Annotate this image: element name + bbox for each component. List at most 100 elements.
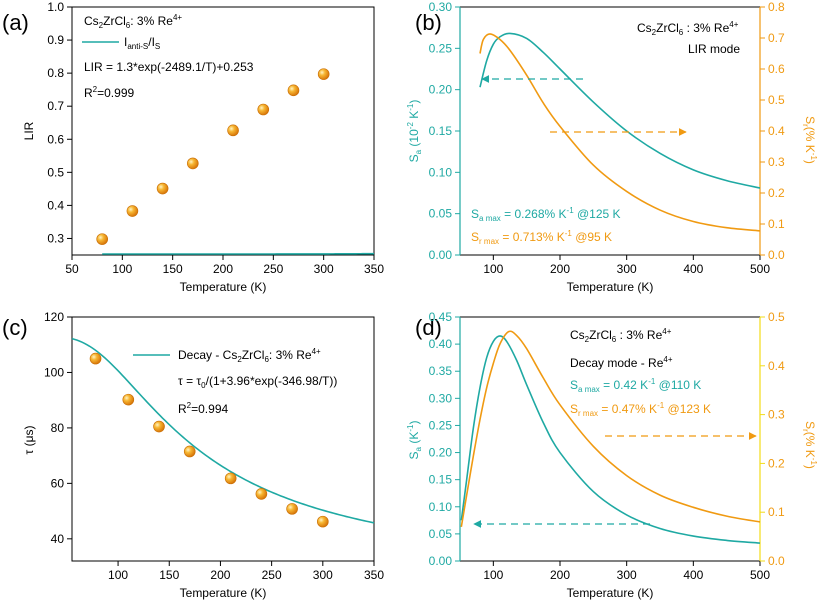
- panel-a-frame: [71, 6, 375, 256]
- panel-b-right-ytick-label-8: 0.8: [768, 0, 785, 14]
- panel-a-label: (a): [2, 10, 29, 35]
- panel-b-sa-max: Sa max = 0.268% K-1 @125 K: [471, 206, 621, 223]
- panel-c-frame: [71, 316, 375, 562]
- panel-a-point-1: [126, 205, 139, 217]
- panel-d-xtick-label-1: 200: [550, 568, 570, 582]
- panel-b-left-ytick-label-6: 0.30: [429, 0, 453, 14]
- panel-c-x-ticks: 100 150 200 250 300 350: [108, 561, 384, 582]
- panel-b-sa-line: [479, 32, 761, 189]
- panel-a-ytick-label-4: 0.7: [47, 99, 64, 113]
- panel-b-right-ytick-label-5: 0.5: [768, 93, 785, 107]
- panel-b-left-ylabel: Sa (10-2 K-1): [406, 100, 423, 163]
- panel-a-xtick-label-4: 250: [263, 262, 283, 276]
- panel-b-xlabel: Temperature (K): [567, 280, 654, 294]
- panel-d-xlabel: Temperature (K): [567, 586, 654, 600]
- panel-a: (a) 50 100 150 200 250 300 350 0.3 0.4 0.5 0.6 0.7…: [2, 0, 384, 294]
- panel-b-left-ytick-label-3: 0.15: [429, 124, 453, 138]
- panel-a-sample-label: Cs2ZrCl6: 3% Re4+: [84, 13, 182, 30]
- panel-b-right-ytick-label-4: 0.4: [768, 124, 785, 138]
- panel-d-right-ticks: 0.0 0.1 0.2 0.3 0.4 0.5: [760, 310, 785, 568]
- panel-d-right-ytick-label-3: 0.3: [768, 408, 785, 422]
- panel-a-ytick-label-2: 0.5: [47, 165, 64, 179]
- panel-a-xtick-label-1: 100: [112, 262, 132, 276]
- panel-d-left-ytick-label-0: 0.00: [429, 554, 453, 568]
- panel-a-xtick-label-0: 50: [65, 262, 79, 276]
- panel-b-right-ylabel: Sr(% K-1): [801, 116, 817, 164]
- panel-c-point-7: [317, 515, 329, 528]
- panel-a-equation: LIR = 1.3*exp(-2489.1/T)+0.253: [84, 60, 254, 74]
- panel-d-sr-max: Sr max = 0.47% K-1 @123 K: [570, 401, 711, 418]
- panel-c-point-0: [89, 352, 102, 365]
- panel-d-right-ytick-label-0: 0.0: [768, 554, 785, 568]
- panel-b-xtick-label-3: 400: [683, 262, 703, 276]
- panel-d-left-ytick-label-2: 0.10: [429, 500, 453, 514]
- panel-b-right-ytick-label-3: 0.3: [768, 155, 785, 169]
- panel-d-right-ytick-label-4: 0.4: [768, 359, 785, 373]
- panel-c-xtick-label-1: 150: [159, 568, 179, 582]
- panel-d-right-ytick-label-2: 0.2: [768, 456, 785, 470]
- panel-a-ytick-label-1: 0.4: [47, 198, 64, 212]
- panel-a-points: [96, 68, 330, 245]
- panel-b-right-ytick-label-1: 0.1: [768, 217, 785, 231]
- panel-c: (c) 100 150 200 250 300 350 40 60 80 100 120 Temp…: [2, 310, 384, 600]
- panel-b-sample-label: Cs2ZrCl6 : 3% Re4+: [637, 20, 739, 37]
- panel-b-xtick-label-4: 500: [750, 262, 770, 276]
- panel-d-left-ytick-label-9: 0.45: [429, 310, 453, 324]
- panel-d-left-ytick-label-3: 0.15: [429, 473, 453, 487]
- panel-a-xtick-label-3: 200: [213, 262, 233, 276]
- panel-d-left-ytick-label-1: 0.05: [429, 527, 453, 541]
- panel-d-xtick-label-2: 300: [617, 568, 637, 582]
- panel-d: (d) 100 200 300 400 500 0.000.050.100.150.20…: [406, 310, 817, 600]
- panel-a-r2: R2=0.999: [84, 85, 134, 100]
- panel-b-xtick-label-2: 300: [617, 262, 637, 276]
- panel-b-xtick-label-1: 200: [550, 262, 570, 276]
- panel-d-left-ytick-label-5: 0.25: [429, 418, 453, 432]
- panel-d-xtick-label-4: 500: [750, 568, 770, 582]
- panel-c-ytick-label-4: 120: [44, 310, 64, 324]
- panel-a-point-4: [227, 124, 239, 137]
- panel-b-left-ytick-label-1: 0.05: [429, 207, 453, 221]
- panel-d-sa-line: [460, 335, 761, 544]
- panel-c-point-2: [153, 420, 165, 433]
- panel-c-ylabel: τ (μs): [22, 426, 36, 455]
- panel-d-left-ticks: 0.00 0.05 0.10 0.15 0.20 0.25 0.30 0.35 0.40 0.45: [429, 310, 460, 568]
- panel-a-xtick-label-2: 150: [163, 262, 183, 276]
- panel-d-mode-label: Decay mode - Re4+: [570, 355, 673, 370]
- panel-c-fit-line: [71, 337, 375, 524]
- panel-d-sr-line: [460, 330, 761, 527]
- panel-d-xtick-label-0: 100: [483, 568, 503, 582]
- panel-c-point-5: [255, 488, 268, 500]
- panel-b-left-ytick-label-0: 0.00: [429, 248, 453, 262]
- panel-d-x-ticks: 100 200 300 400 500: [483, 561, 770, 582]
- panel-a-ylabel: LIR: [22, 121, 36, 140]
- panel-b-sr-max: Sr max = 0.713% K-1 @95 K: [471, 229, 612, 246]
- panel-a-xtick-label-6: 350: [364, 262, 384, 276]
- panel-c-points: [89, 352, 329, 528]
- panel-d-sa-max: Sa max = 0.42 K-1 @110 K: [570, 377, 701, 394]
- panel-c-point-6: [286, 503, 298, 515]
- panel-b-xtick-label-0: 100: [483, 262, 503, 276]
- panel-b-right-ytick-label-6: 0.6: [768, 62, 785, 76]
- panel-a-ytick-label-5: 0.8: [47, 66, 64, 80]
- panel-c-ytick-label-2: 80: [51, 421, 65, 435]
- panel-d-right-ytick-label-1: 0.1: [768, 505, 785, 519]
- panel-b-mode-label: LIR mode: [688, 42, 740, 56]
- panel-c-r2: R2=0.994: [178, 401, 228, 416]
- panel-d-left-ytick-label-6: 0.30: [429, 391, 453, 405]
- panel-c-xtick-label-0: 100: [108, 568, 128, 582]
- panel-d-right-ylabel: Sr(% K-1): [801, 421, 817, 469]
- panel-c-xtick-label-4: 300: [313, 568, 333, 582]
- panel-b-right-ticks: 0.0 0.1 0.2 0.3 0.4 0.5 0.6 0.7 0.8: [760, 0, 785, 262]
- panel-d-left-ylabel: Sa (K-1): [406, 421, 423, 460]
- panel-b-left-ticks: 0.00 0.05 0.10 0.15 0.20 0.25 0.30: [429, 0, 460, 262]
- panel-b-right-ytick-label-2: 0.2: [768, 186, 785, 200]
- panel-a-point-3: [187, 157, 199, 170]
- panel-c-label: (c): [2, 315, 28, 340]
- panel-c-ytick-label-3: 100: [44, 365, 64, 379]
- panel-d-xtick-label-3: 400: [683, 568, 703, 582]
- panel-a-point-0: [96, 233, 108, 245]
- panel-c-point-4: [224, 472, 237, 485]
- panel-d-left-ytick-label-4: 0.20: [429, 446, 453, 460]
- panel-a-ytick-label-7: 1.0: [47, 0, 64, 14]
- panel-d-left-ytick-label-8: 0.40: [429, 337, 453, 351]
